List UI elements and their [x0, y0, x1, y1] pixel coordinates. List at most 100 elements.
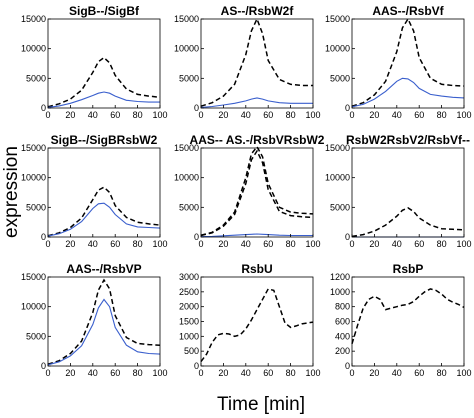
x-tick-label: 80 [133, 239, 143, 249]
panel-title: SigB--/SigBf [69, 4, 140, 18]
x-tick-label: 100 [152, 368, 167, 378]
y-tick-label: 10000 [21, 44, 46, 54]
y-tick-label: 10000 [325, 173, 350, 183]
y-tick-label: 5000 [26, 331, 46, 341]
x-tick-label: 80 [133, 110, 143, 120]
y-tick-label: 15000 [325, 14, 350, 24]
x-tick-label: 60 [414, 110, 424, 120]
x-tick-label: 60 [414, 239, 424, 249]
y-tick-label: 0 [41, 103, 46, 113]
y-tick-label: 10000 [21, 302, 46, 312]
x-tick-label: 0 [349, 368, 354, 378]
x-tick-label: 0 [45, 368, 50, 378]
x-tick-label: 0 [349, 239, 354, 249]
x-tick-label: 40 [88, 239, 98, 249]
y-tick-label: 0 [41, 232, 46, 242]
y-tick-label: 5000 [179, 73, 199, 83]
y-tick-label: 0 [194, 232, 199, 242]
panel-title: RsbP [393, 262, 424, 276]
x-tick-label: 60 [263, 368, 273, 378]
y-tick-label: 500 [184, 346, 199, 356]
axes-frame [351, 18, 465, 109]
x-tick-label: 60 [263, 110, 273, 120]
panel-title: AAS-- AS.-/RsbVRsbW2 [190, 133, 325, 147]
axes-frame [47, 147, 161, 238]
axes-frame [200, 147, 314, 238]
y-tick-label: 5000 [179, 202, 199, 212]
x-tick-label: 20 [369, 368, 379, 378]
axes-frame [351, 147, 465, 238]
y-tick-label: 3000 [179, 272, 199, 282]
y-tick-label: 15000 [174, 14, 199, 24]
panel-5: AAS-- AS.-/RsbVRsbW2 0 20 40 60 80 100 0 5000 100… [174, 133, 325, 249]
y-tick-label: 5000 [330, 202, 350, 212]
y-tick-label: 1200 [330, 272, 350, 282]
y-axis-label: expression [1, 146, 22, 238]
x-tick-label: 100 [456, 110, 471, 120]
x-tick-label: 80 [286, 110, 296, 120]
y-tick-label: 1000 [179, 331, 199, 341]
y-tick-label: 200 [335, 346, 350, 356]
dashed-series-line [351, 288, 465, 345]
panel-title: AAS--/RsbVf [372, 4, 444, 18]
y-tick-label: 15000 [21, 272, 46, 282]
panel-2: AS--/RsbW2f 0 20 40 60 80 100 0 5000 10000 15000 [174, 4, 321, 120]
x-tick-label: 0 [45, 110, 50, 120]
panel-title: RsbW2RsbV2/RsbVf-- [346, 133, 470, 147]
x-tick-label: 100 [152, 110, 167, 120]
panel-7: AAS--/RsbVP 0 20 40 60 80 100 0 5000 10000 15000 [21, 262, 168, 378]
dashed-series-line [351, 207, 465, 238]
x-tick-label: 80 [437, 239, 447, 249]
x-tick-label: 40 [88, 368, 98, 378]
y-tick-label: 10000 [325, 44, 350, 54]
panel-4: SigB--/SigBRsbW2 0 20 40 60 80 100 0 5000 10000 15… [21, 133, 168, 249]
dashed-series-line [200, 288, 314, 363]
solid-series-line [47, 202, 161, 237]
y-tick-label: 10000 [174, 44, 199, 54]
y-tick-label: 5000 [26, 202, 46, 212]
dashed-series-line [200, 17, 313, 107]
x-tick-label: 80 [286, 239, 296, 249]
y-tick-label: 2500 [179, 287, 199, 297]
y-tick-label: 10000 [21, 173, 46, 183]
x-tick-label: 40 [241, 110, 251, 120]
x-tick-label: 40 [392, 368, 402, 378]
solid-series-line [351, 77, 465, 108]
x-axis-label: Time [min] [217, 394, 305, 415]
y-tick-label: 15000 [325, 143, 350, 153]
dashed-series-line [200, 145, 314, 236]
x-tick-label: 20 [369, 110, 379, 120]
y-tick-label: 15000 [21, 143, 46, 153]
x-tick-label: 60 [110, 368, 120, 378]
dashed-series-line [200, 149, 314, 237]
x-tick-label: 20 [218, 239, 228, 249]
x-tick-label: 40 [88, 110, 98, 120]
y-tick-label: 0 [194, 361, 199, 371]
solid-series-line [47, 91, 160, 108]
x-tick-label: 80 [437, 110, 447, 120]
x-tick-label: 20 [65, 239, 75, 249]
x-tick-label: 60 [263, 239, 273, 249]
y-tick-label: 15000 [174, 143, 199, 153]
y-tick-label: 0 [41, 361, 46, 371]
y-tick-label: 5000 [330, 73, 350, 83]
panel-6: RsbW2RsbV2/RsbVf-- 0 20 40 60 80 100 0 5000 10000… [325, 133, 472, 249]
panel-1: SigB--/SigBf 0 20 40 60 80 100 0 5000 10000 15000 [21, 4, 168, 120]
y-tick-label: 10000 [174, 173, 199, 183]
axes-frame [47, 276, 161, 367]
dashed-series-line [351, 17, 465, 107]
x-tick-label: 100 [305, 239, 320, 249]
y-tick-label: 0 [345, 232, 350, 242]
panel-title: AS--/RsbW2f [221, 4, 295, 18]
y-tick-label: 15000 [21, 14, 46, 24]
x-tick-label: 80 [437, 368, 447, 378]
x-tick-label: 0 [349, 110, 354, 120]
y-tick-label: 0 [345, 103, 350, 113]
x-tick-label: 20 [369, 239, 379, 249]
x-tick-label: 20 [65, 110, 75, 120]
solid-series-line [47, 298, 161, 366]
x-tick-label: 100 [305, 110, 320, 120]
